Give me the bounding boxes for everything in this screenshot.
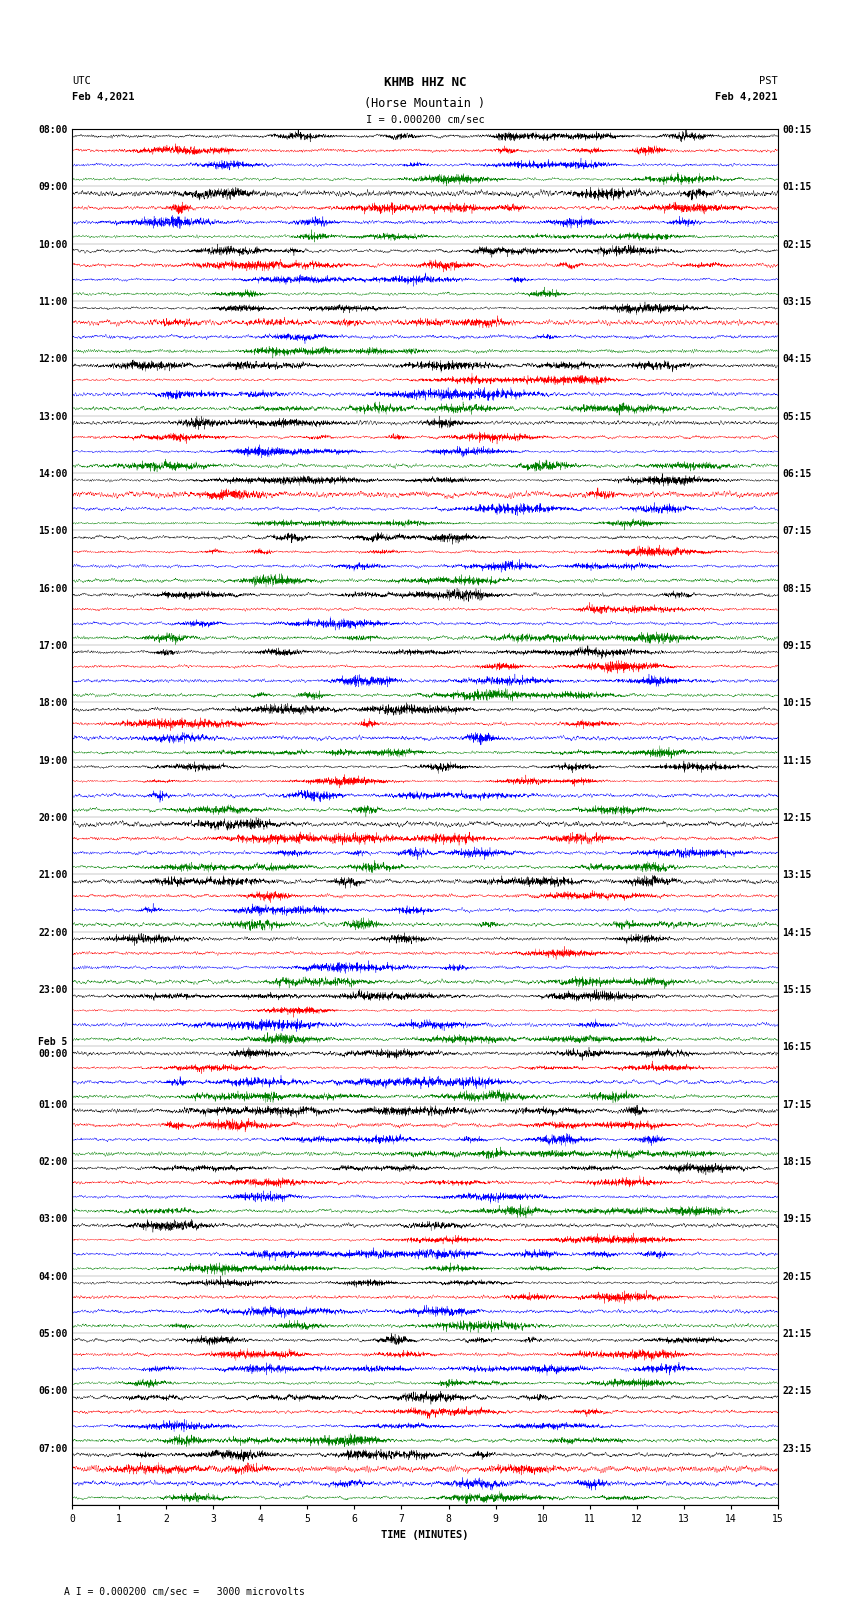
X-axis label: TIME (MINUTES): TIME (MINUTES): [382, 1529, 468, 1539]
Text: KHMB HHZ NC: KHMB HHZ NC: [383, 76, 467, 89]
Text: Feb 4,2021: Feb 4,2021: [72, 92, 135, 102]
Text: I = 0.000200 cm/sec: I = 0.000200 cm/sec: [366, 115, 484, 124]
Text: PST: PST: [759, 76, 778, 85]
Text: Feb 4,2021: Feb 4,2021: [715, 92, 778, 102]
Text: A I = 0.000200 cm/sec =   3000 microvolts: A I = 0.000200 cm/sec = 3000 microvolts: [64, 1587, 304, 1597]
Text: UTC: UTC: [72, 76, 91, 85]
Text: (Horse Mountain ): (Horse Mountain ): [365, 97, 485, 110]
